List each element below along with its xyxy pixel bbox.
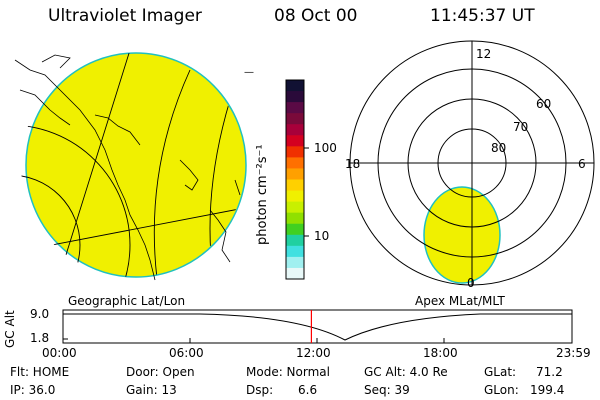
mode-info: Mode: Normal — [246, 365, 330, 379]
polar-panel-caption: Apex MLat/MLT — [415, 294, 505, 308]
colorbar-segment — [286, 223, 304, 236]
glat-value: 71.2 — [536, 365, 563, 379]
app-title: Ultraviolet Imager — [48, 6, 202, 26]
colorbar-segment — [286, 256, 304, 269]
glat-info: GLat: — [484, 365, 517, 379]
colorbar-label-10: 10 — [314, 229, 330, 243]
geo-tick-mark: — — [244, 67, 254, 78]
colorbar-segment — [286, 124, 304, 136]
time-label-1800: 18:00 — [423, 346, 458, 360]
door-info: Door: Open — [126, 365, 195, 379]
colorbar-frame — [285, 79, 305, 280]
mlt-label-0: 0 — [467, 276, 475, 290]
time-label-0000: 00:00 — [42, 346, 77, 360]
colorbar — [285, 79, 309, 280]
colorbar-segment — [286, 157, 304, 169]
colorbar-segment — [286, 102, 304, 114]
polar-grid — [349, 40, 595, 286]
flight-info: Flt: HOME — [10, 365, 70, 379]
time-label-2359: 23:59 — [556, 346, 591, 360]
glon-value: 199.4 — [530, 383, 565, 397]
geo-panel-caption: Geographic Lat/Lon — [68, 294, 186, 308]
glon-info: GLon: — [484, 383, 519, 397]
ip-info: IP: 36.0 — [10, 383, 56, 397]
alt-axis-label: GC Alt — [3, 310, 17, 348]
altitude-strip-plot — [62, 309, 573, 344]
colorbar-segment — [286, 190, 304, 203]
colorbar-segment — [286, 91, 304, 103]
colorbar-segment — [286, 245, 304, 258]
colorbar-segment — [286, 234, 304, 247]
gc-alt-info: GC Alt: 4.0 Re — [364, 365, 448, 379]
colorbar-segment — [286, 201, 304, 214]
altitude-curve — [63, 313, 572, 341]
mlt-label-18: 18 — [345, 157, 361, 171]
alt-tick-label-low: 1.8 — [30, 331, 50, 345]
mlt-label-12: 12 — [476, 47, 492, 61]
seq-info: Seq: 39 — [364, 383, 410, 397]
colorbar-segment — [286, 267, 304, 280]
polar-plot-panel — [349, 40, 595, 286]
colorbar-segment — [286, 179, 304, 192]
lat-label-70: 70 — [513, 120, 529, 134]
colorbar-segment — [286, 113, 304, 125]
uv-emission-region — [25, 52, 247, 278]
dsp-value: 6.6 — [298, 383, 318, 397]
colorbar-segment — [286, 212, 304, 225]
polar-emission-region — [423, 186, 501, 284]
gain-info: Gain: 13 — [126, 383, 177, 397]
dsp-info: Dsp: — [246, 383, 274, 397]
colorbar-segment — [286, 135, 304, 147]
colorbar-segment — [286, 80, 304, 92]
mlt-label-6: 6 — [578, 157, 586, 171]
colorbar-segment — [286, 168, 304, 180]
colorbar-label-100: 100 — [314, 141, 337, 155]
alt-tick-label-high: 9.0 — [30, 307, 50, 321]
lat-label-80: 80 — [491, 141, 507, 155]
lat-label-60: 60 — [536, 97, 552, 111]
coastline-outline — [14, 54, 241, 281]
date-display: 08 Oct 00 — [274, 6, 358, 26]
time-label-1200: 12:00 — [296, 346, 331, 360]
time-label-0600: 06:00 — [169, 346, 204, 360]
time-display: 11:45:37 UT — [430, 6, 535, 26]
colorbar-segment — [286, 146, 304, 158]
colorbar-unit-label: photon cm⁻²s⁻¹ — [255, 144, 270, 245]
